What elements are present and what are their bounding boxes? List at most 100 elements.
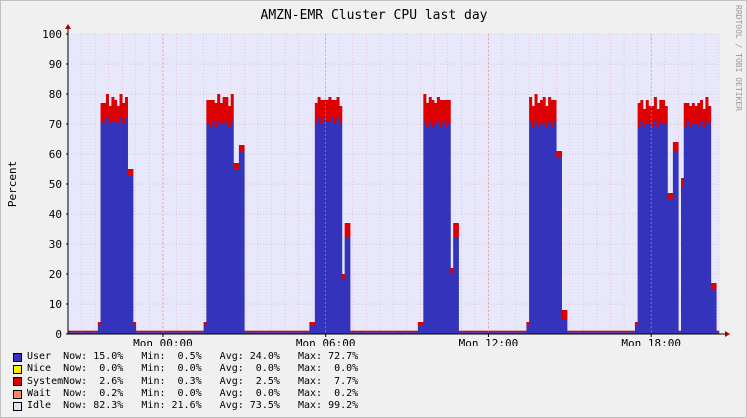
- system-bar: [691, 103, 695, 124]
- system-bar: [564, 310, 568, 319]
- system-bar: [426, 103, 430, 127]
- legend-series-name: Nice: [27, 363, 64, 375]
- system-bar: [360, 330, 364, 333]
- user-bar: [105, 118, 109, 334]
- system-bar: [526, 322, 530, 325]
- system-bar: [453, 223, 457, 238]
- system-bar: [179, 330, 183, 333]
- system-bar: [472, 330, 476, 333]
- user-bar: [271, 332, 275, 334]
- user-bar: [643, 127, 647, 334]
- system-bar: [477, 330, 481, 333]
- user-bar: [420, 325, 424, 334]
- system-bar: [610, 330, 614, 333]
- system-bar: [154, 330, 158, 333]
- user-bar: [431, 127, 435, 334]
- system-bar: [401, 330, 405, 333]
- system-bar: [588, 330, 592, 333]
- legend-max-value: Max: 7.7%: [279, 375, 359, 387]
- user-bar: [713, 289, 717, 334]
- user-bar: [244, 332, 248, 334]
- system-bar: [542, 97, 546, 124]
- system-bar: [480, 330, 484, 333]
- user-bar: [689, 127, 693, 334]
- system-bar: [412, 330, 416, 333]
- user-bar: [624, 332, 628, 334]
- system-bar: [420, 322, 424, 325]
- legend-now-value: Now: 82.3%: [63, 400, 124, 412]
- system-bar: [352, 330, 356, 333]
- user-bar: [512, 332, 516, 334]
- system-bar: [157, 330, 161, 333]
- user-bar: [350, 332, 354, 334]
- user-bar: [141, 332, 145, 334]
- user-bar: [442, 121, 446, 334]
- user-bar: [710, 289, 714, 334]
- system-bar: [331, 100, 335, 118]
- y-tick-label: 10: [49, 298, 62, 311]
- user-bar: [618, 332, 622, 334]
- user-bar: [396, 332, 400, 334]
- user-bar: [138, 332, 142, 334]
- user-bar: [548, 121, 552, 334]
- user-bar: [526, 325, 530, 334]
- user-bar: [550, 127, 554, 334]
- y-axis-label: Percent: [6, 161, 19, 207]
- system-bar: [84, 330, 88, 333]
- user-bar: [298, 332, 302, 334]
- user-bar: [382, 332, 386, 334]
- user-bar: [157, 332, 161, 334]
- system-bar: [355, 330, 359, 333]
- user-bar: [146, 332, 150, 334]
- legend-series-name: Wait: [27, 387, 64, 399]
- user-bar: [504, 332, 508, 334]
- user-bar: [586, 332, 590, 334]
- system-bar: [333, 100, 337, 124]
- system-bar: [431, 100, 435, 127]
- user-bar: [515, 332, 519, 334]
- user-bar: [230, 121, 234, 334]
- user-bar: [545, 127, 549, 334]
- user-bar: [228, 127, 232, 334]
- system-bar: [306, 330, 310, 333]
- user-bar: [70, 332, 74, 334]
- system-bar: [407, 330, 411, 333]
- system-bar: [507, 330, 511, 333]
- user-bar: [119, 118, 123, 334]
- system-bar: [531, 106, 535, 127]
- system-bar: [236, 163, 240, 169]
- system-bar: [461, 330, 465, 333]
- user-bar: [263, 332, 267, 334]
- user-bar: [653, 121, 657, 334]
- system-bar: [520, 330, 524, 333]
- system-bar: [73, 330, 77, 333]
- user-bar: [306, 332, 310, 334]
- system-bar: [396, 330, 400, 333]
- user-bar: [483, 332, 487, 334]
- system-bar: [591, 330, 595, 333]
- user-bar: [681, 187, 685, 334]
- system-bar: [76, 330, 80, 333]
- legend-series-name: Idle: [27, 400, 64, 412]
- user-bar: [605, 332, 609, 334]
- system-bar: [133, 322, 137, 325]
- system-bar: [89, 330, 93, 333]
- user-bar: [379, 332, 383, 334]
- user-bar: [124, 118, 128, 334]
- system-bar: [171, 330, 175, 333]
- plot-area: 0 10 20 30 40 50 60 70 80 90 100 Mon 00:00 Mon 06:00…: [42, 24, 730, 350]
- user-bar: [542, 124, 546, 334]
- system-bar: [366, 330, 370, 333]
- legend: User Now: 15.0% Min: 0.5% Avg: 24.0% Max…: [13, 351, 358, 412]
- system-bar: [86, 330, 90, 333]
- system-bar: [545, 106, 549, 127]
- system-bar: [78, 330, 82, 333]
- system-bar: [686, 103, 690, 121]
- system-bar: [317, 97, 321, 118]
- user-bar: [325, 121, 329, 334]
- user-bar: [700, 121, 704, 334]
- user-bar: [436, 121, 440, 334]
- system-bar: [314, 103, 318, 124]
- system-bar: [510, 330, 514, 333]
